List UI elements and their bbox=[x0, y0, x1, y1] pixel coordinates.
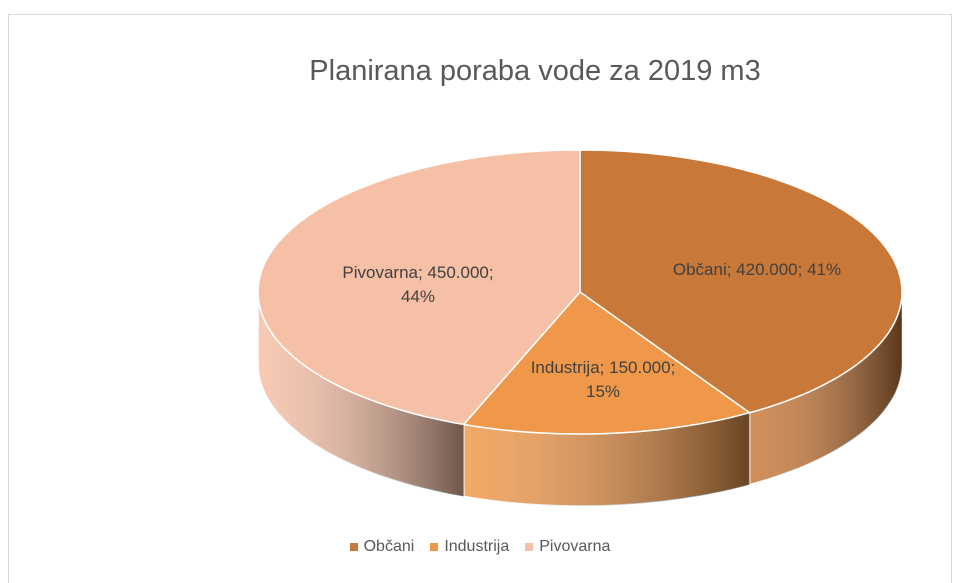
slice bbox=[579, 149, 903, 414]
slice-side-shade bbox=[749, 292, 902, 485]
legend-label: Industrija bbox=[444, 538, 510, 555]
slice bbox=[462, 290, 752, 435]
data-label: Občani; 420.000; 41% bbox=[672, 260, 842, 279]
legend-label: Občani bbox=[363, 538, 415, 555]
data-label: Industrija; 150.000; 15% bbox=[530, 358, 676, 401]
data-label: Pivovarna; 450.000; 44% bbox=[342, 263, 494, 306]
chart-title: Planirana poraba vode za 2019 m3 bbox=[309, 55, 760, 87]
legend: Občani Industrija Pivovarna bbox=[0, 538, 960, 556]
slice bbox=[257, 149, 581, 426]
legend-swatch bbox=[349, 542, 358, 551]
legend-item: Občani bbox=[349, 538, 415, 555]
legend-label: Pivovarna bbox=[539, 538, 611, 555]
legend-swatch bbox=[525, 542, 534, 551]
legend-swatch bbox=[430, 542, 439, 551]
slice-side-shade bbox=[463, 412, 750, 506]
slice-side-shade bbox=[258, 292, 464, 497]
legend-item: Industrija bbox=[430, 538, 509, 555]
chart-frame bbox=[8, 14, 952, 583]
legend-item: Pivovarna bbox=[525, 538, 610, 555]
